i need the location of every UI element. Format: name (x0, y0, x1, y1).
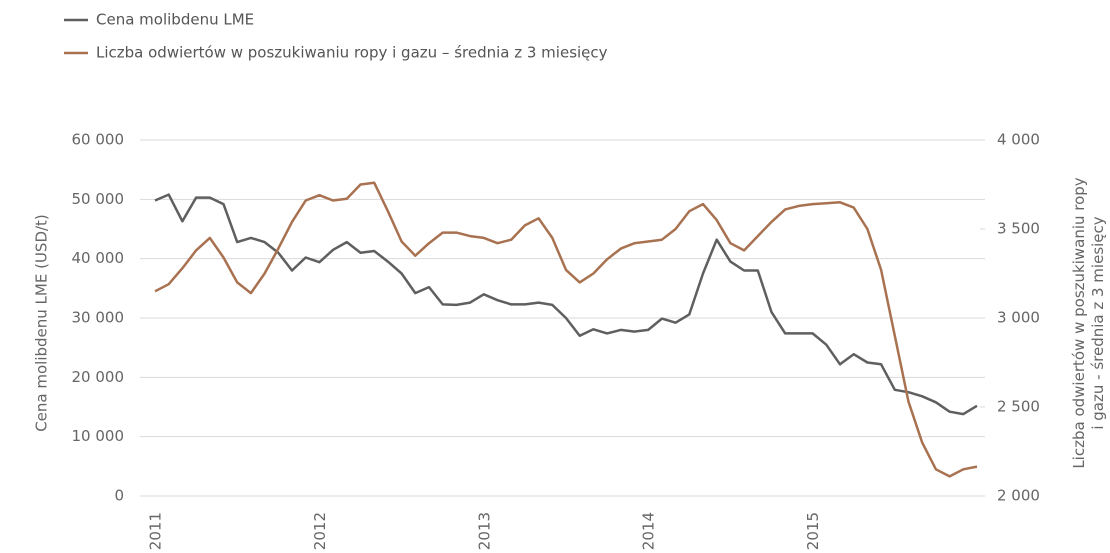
x-tick-label: 2011 (147, 512, 165, 550)
y2-tick-label: 3 000 (997, 309, 1040, 327)
y2-tick-label: 4 000 (997, 131, 1040, 149)
y2-tick-label: 2 000 (997, 487, 1040, 505)
legend-label: Cena molibdenu LME (96, 11, 254, 29)
y2-tick-label: 2 500 (997, 398, 1040, 416)
y-tick-label: 30 000 (72, 309, 125, 327)
y-axis-label: Cena molibdenu LME (USD/t) (33, 214, 51, 432)
y-tick-label: 40 000 (72, 249, 125, 267)
y-tick-label: 60 000 (72, 131, 125, 149)
y-tick-label: 10 000 (72, 427, 125, 445)
y2-axis-label: Liczba odwiertów w poszukiwaniu ropyi ga… (1070, 177, 1107, 468)
x-tick-label: 2014 (640, 512, 658, 550)
y-tick-label: 20 000 (72, 368, 125, 386)
y-tick-label: 0 (114, 487, 124, 505)
y-tick-label: 50 000 (72, 190, 125, 208)
y2-tick-label: 3 500 (997, 220, 1040, 238)
x-tick-label: 2013 (475, 512, 493, 550)
series-line (154, 181, 978, 478)
x-tick-label: 2012 (311, 512, 329, 550)
series-line (154, 193, 978, 416)
legend-label: Liczba odwiertów w poszukiwaniu ropy i g… (96, 44, 608, 62)
x-tick-label: 2015 (804, 512, 822, 550)
